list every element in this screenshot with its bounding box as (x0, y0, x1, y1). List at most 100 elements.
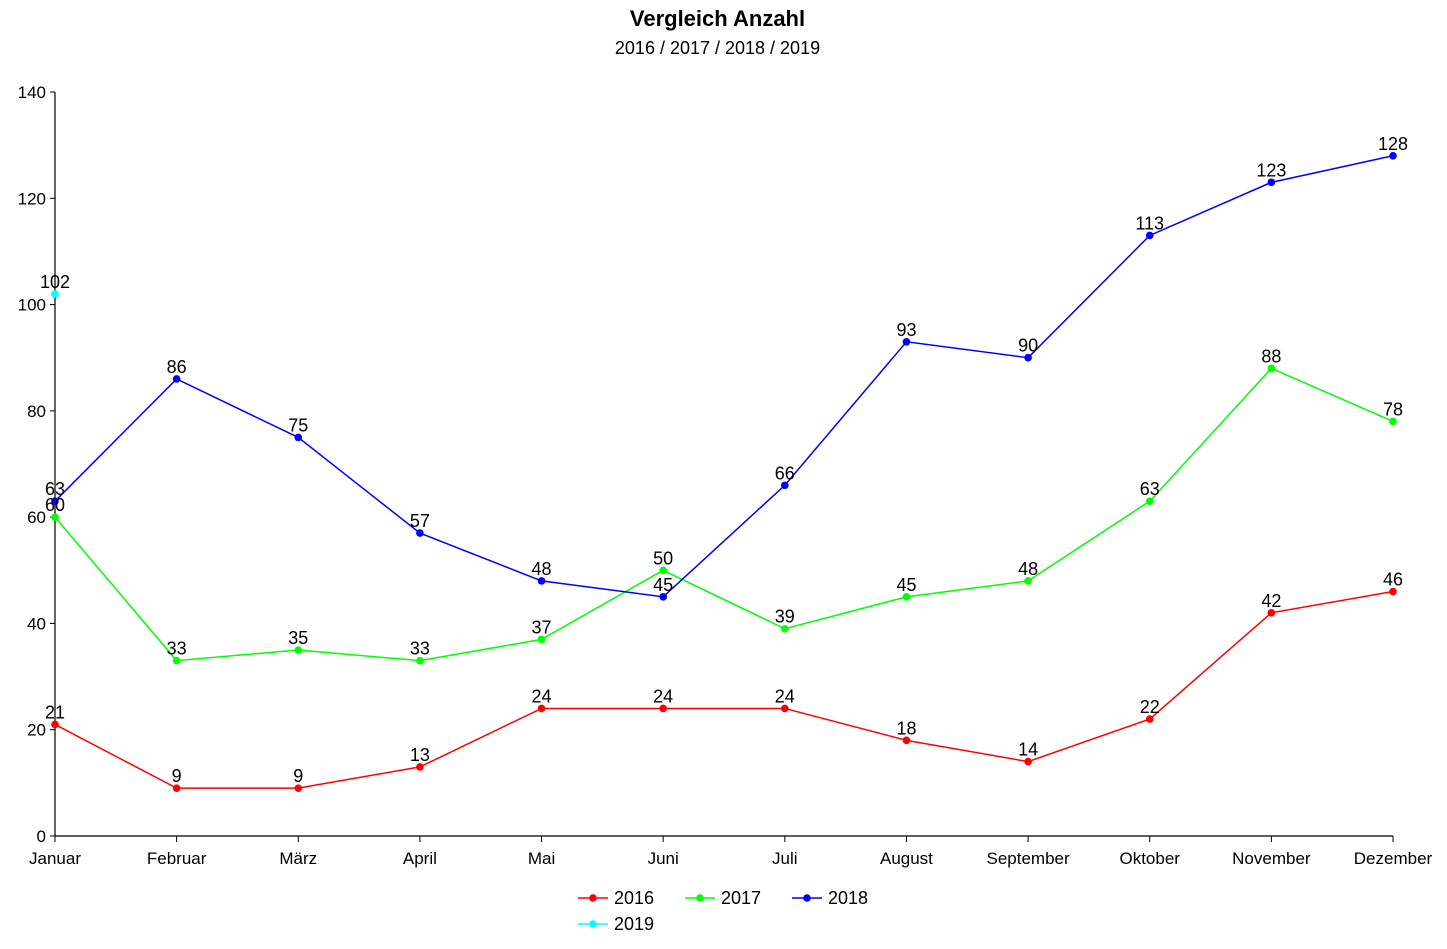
legend-item-2019: 2019 (578, 914, 654, 934)
series-line-2016 (54, 590, 1394, 789)
data-point-2018 (902, 337, 911, 346)
data-point-2017 (781, 624, 789, 633)
data-point-2018 (172, 375, 181, 383)
data-label-2017: 33 (167, 639, 187, 659)
data-point-2017 (1267, 364, 1276, 373)
legend-label-2018: 2018 (828, 888, 868, 908)
x-tick-label: Mai (528, 849, 555, 868)
data-label-2018: 93 (896, 320, 916, 340)
data-label-2018: 57 (410, 511, 430, 531)
x-tick-label: März (279, 849, 317, 868)
y-tick-label: 40 (27, 614, 46, 633)
x-tick-label: August (880, 849, 933, 868)
x-tick-label: Januar (29, 849, 81, 868)
x-tick-label: April (403, 849, 437, 868)
x-tick-label: Oktober (1119, 849, 1180, 868)
data-label-2017: 50 (653, 548, 673, 568)
data-label-2018: 113 (1135, 213, 1164, 233)
data-label-2017: 37 (532, 617, 552, 637)
legend-marker-2017 (696, 894, 704, 902)
data-label-2016: 24 (653, 686, 673, 706)
data-point-2017 (902, 593, 911, 601)
data-label-2018: 63 (45, 479, 65, 499)
data-point-2016 (1267, 609, 1276, 617)
data-point-2016 (172, 784, 181, 792)
data-point-2016 (1024, 757, 1032, 766)
data-label-2016: 9 (293, 766, 303, 786)
y-tick-label: 60 (27, 508, 46, 527)
data-label-2016: 9 (172, 766, 182, 786)
series-lines (51, 151, 1397, 792)
legend-marker-2019 (589, 920, 597, 928)
data-point-2018 (537, 577, 546, 585)
data-point-2016 (781, 704, 789, 713)
data-point-2017 (1024, 577, 1032, 585)
data-label-2017: 33 (410, 639, 430, 659)
legend-item-2017: 2017 (685, 888, 761, 908)
series-line-2017 (54, 367, 1394, 662)
data-point-2017 (172, 656, 181, 665)
y-tick-label: 120 (18, 189, 46, 208)
data-point-2017 (537, 635, 546, 644)
data-point-2017 (51, 513, 59, 521)
data-point-2018 (1389, 151, 1397, 160)
data-point-2018 (1267, 178, 1276, 187)
data-label-2016: 42 (1261, 591, 1281, 611)
y-tick-label: 0 (37, 827, 46, 846)
data-label-2016: 22 (1140, 697, 1160, 717)
data-point-2018 (416, 529, 424, 537)
data-label-2018: 128 (1378, 134, 1408, 154)
data-label-2017: 39 (775, 607, 795, 627)
data-label-2017: 63 (1140, 479, 1160, 499)
data-point-2018 (781, 481, 789, 490)
data-point-2016 (1145, 715, 1154, 723)
data-point-2016 (659, 704, 667, 713)
data-label-2018: 75 (288, 415, 308, 435)
x-tick-label: Dezember (1354, 849, 1433, 868)
data-point-2018 (1024, 353, 1032, 362)
data-point-2017 (1389, 417, 1397, 426)
data-label-2016: 18 (896, 718, 916, 738)
series-line-2018 (54, 155, 1394, 598)
data-point-2016 (1389, 587, 1397, 596)
x-tick-label: Juli (772, 849, 798, 868)
data-label-2018: 86 (167, 357, 187, 377)
legend-label-2016: 2016 (614, 888, 654, 908)
data-point-2016 (294, 784, 303, 792)
data-label-2017: 48 (1018, 559, 1038, 579)
data-point-2016 (902, 736, 911, 745)
legend-marker-2018 (803, 894, 811, 902)
y-tick-label: 20 (27, 721, 46, 740)
x-tick-label: Februar (147, 849, 207, 868)
data-label-2017: 88 (1261, 346, 1281, 366)
data-point-2018 (294, 433, 303, 442)
data-point-2017 (294, 646, 303, 654)
legend-item-2016: 2016 (578, 888, 654, 908)
data-point-2018 (1145, 231, 1154, 240)
data-point-2018 (51, 497, 59, 506)
data-labels: 21 9 9 13 24 24 24 18 14 22 42 46 60 33 35 33 37 50 39 45 48… (40, 134, 1408, 786)
axes: 0 20 40 60 80 100 120 140 Januar Februar März April… (18, 83, 1433, 868)
legend-marker-2016 (589, 894, 597, 902)
chart-title: Vergleich Anzahl (629, 6, 806, 31)
data-label-2019: 102 (40, 272, 70, 292)
legend-label-2017: 2017 (721, 888, 761, 908)
y-tick-label: 140 (18, 83, 46, 102)
data-label-2018: 123 (1256, 160, 1286, 180)
data-label-2016: 24 (532, 686, 552, 706)
y-tick-label: 100 (18, 296, 46, 315)
data-label-2017: 35 (288, 628, 308, 648)
data-label-2016: 13 (410, 745, 430, 765)
y-tick-label: 80 (27, 402, 46, 421)
data-label-2018: 48 (532, 559, 552, 579)
x-tick-label: Juni (648, 849, 679, 868)
data-label-2016: 46 (1383, 570, 1403, 590)
legend-item-2018: 2018 (792, 888, 868, 908)
x-tick-label: November (1232, 849, 1311, 868)
data-point-2016 (51, 720, 59, 729)
data-label-2017: 45 (896, 575, 916, 595)
data-point-2017 (416, 656, 424, 665)
legend-label-2019: 2019 (614, 914, 654, 934)
data-point-2016 (416, 763, 424, 771)
